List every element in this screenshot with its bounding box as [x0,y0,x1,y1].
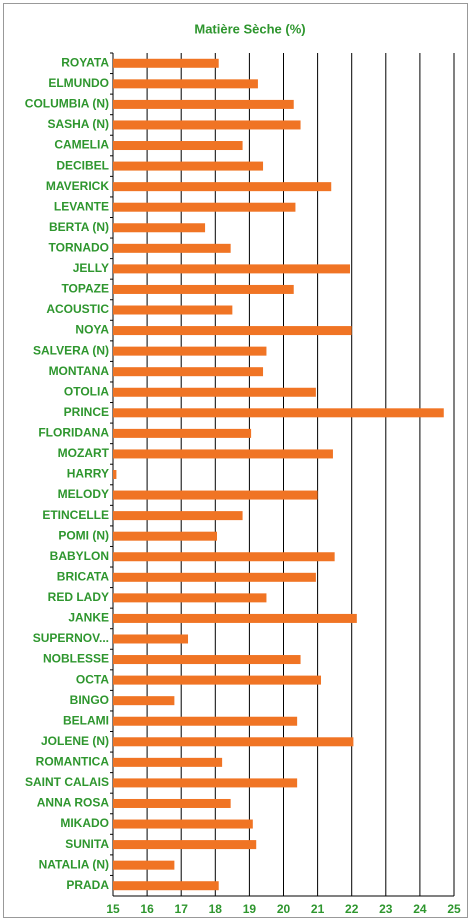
y-tick-label: POMI (N) [58,528,109,542]
y-tick-label: PRADA [66,878,109,892]
bar [113,141,243,151]
bar [113,531,218,541]
bar [113,326,352,336]
y-tick-label: SAINT CALAIS [25,775,109,789]
x-tick-label: 22 [345,902,359,916]
y-tick-label: HARRY [67,467,109,481]
y-tick-label: OCTA [76,672,109,686]
bar [113,305,233,315]
y-tick-label: COLUMBIA (N) [25,97,109,111]
y-tick-label: TOPAZE [61,282,109,296]
y-tick-label: JANKE [68,611,109,625]
x-tick-label: 16 [140,902,154,916]
bar [113,470,117,479]
bar [113,819,253,829]
bar [113,675,322,685]
y-tick-label: MONTANA [49,364,110,378]
bar [113,860,175,870]
bar [113,613,357,623]
bar [113,243,231,253]
y-tick-label: ROMANTICA [36,755,110,769]
bar [113,264,350,274]
bar [113,284,294,294]
y-tick-label: MIKADO [60,816,109,830]
y-tick-label: SUNITA [65,837,109,851]
y-tick-label: PRINCE [64,405,109,419]
bar [113,737,354,747]
y-tick-label: MAVERICK [46,179,109,193]
bar [113,79,258,89]
x-tick-label: 21 [311,902,325,916]
chart-border [3,3,468,918]
bar [113,58,219,68]
x-tick-label: 24 [413,902,427,916]
x-tick-label: 17 [175,902,189,916]
bar [113,367,264,377]
bar [113,202,296,212]
bar [113,716,298,726]
y-tick-label: ROYATA [61,55,109,69]
y-tick-label: SUPERNOV... [33,631,109,645]
y-tick-label: BABYLON [50,549,109,563]
y-tick-label: NOBLESSE [43,652,109,666]
y-tick-label: NOYA [75,323,109,337]
bar [113,449,333,459]
y-tick-label: RED LADY [48,590,109,604]
bar [113,778,298,788]
y-tick-label: JELLY [73,261,109,275]
y-tick-label: BINGO [70,693,109,707]
y-tick-label: MELODY [58,487,109,501]
y-tick-label: DECIBEL [56,158,109,172]
y-tick-label: SALVERA (N) [33,343,109,357]
x-tick-label: 23 [379,902,393,916]
bar [113,696,175,706]
y-tick-label: CAMELIA [54,138,109,152]
bar [113,346,267,356]
bar [113,593,267,603]
y-tick-label: BERTA (N) [49,220,109,234]
bar [113,572,316,582]
x-tick-label: 18 [209,902,223,916]
bar [113,840,257,850]
bar [113,408,444,418]
bar [113,881,219,891]
bar [113,511,243,521]
y-tick-label: JOLENE (N) [41,734,109,748]
bar [113,120,301,130]
bar [113,490,318,500]
y-tick-label: NATALIA (N) [39,857,109,871]
bar [113,161,264,171]
y-tick-label: FLORIDANA [38,426,109,440]
x-tick-label: 25 [447,902,461,916]
y-tick-label: MOZART [58,446,110,460]
y-tick-label: TORNADO [49,241,109,255]
x-tick-label: 19 [243,902,257,916]
bar [113,798,231,808]
x-tick-label: 15 [106,902,120,916]
y-tick-label: ANNA ROSA [37,796,110,810]
y-tick-label: ELMUNDO [48,76,109,90]
bar [113,634,189,644]
bar [113,552,335,562]
bar [113,223,206,233]
y-tick-label: SASHA (N) [47,117,109,131]
y-tick-label: OTOLIA [64,384,109,398]
bar [113,757,223,767]
y-tick-label: BRICATA [57,569,110,583]
y-tick-label: BELAMI [63,713,109,727]
bar [113,99,294,109]
bar [113,655,301,665]
bar [113,182,332,192]
y-tick-label: ACOUSTIC [46,302,109,316]
bar [113,428,252,438]
chart-title: Matière Sèche (%) [194,21,305,36]
bar [113,387,316,397]
y-tick-label: LEVANTE [54,199,109,213]
y-tick-label: ETINCELLE [42,508,109,522]
x-tick-label: 20 [277,902,291,916]
